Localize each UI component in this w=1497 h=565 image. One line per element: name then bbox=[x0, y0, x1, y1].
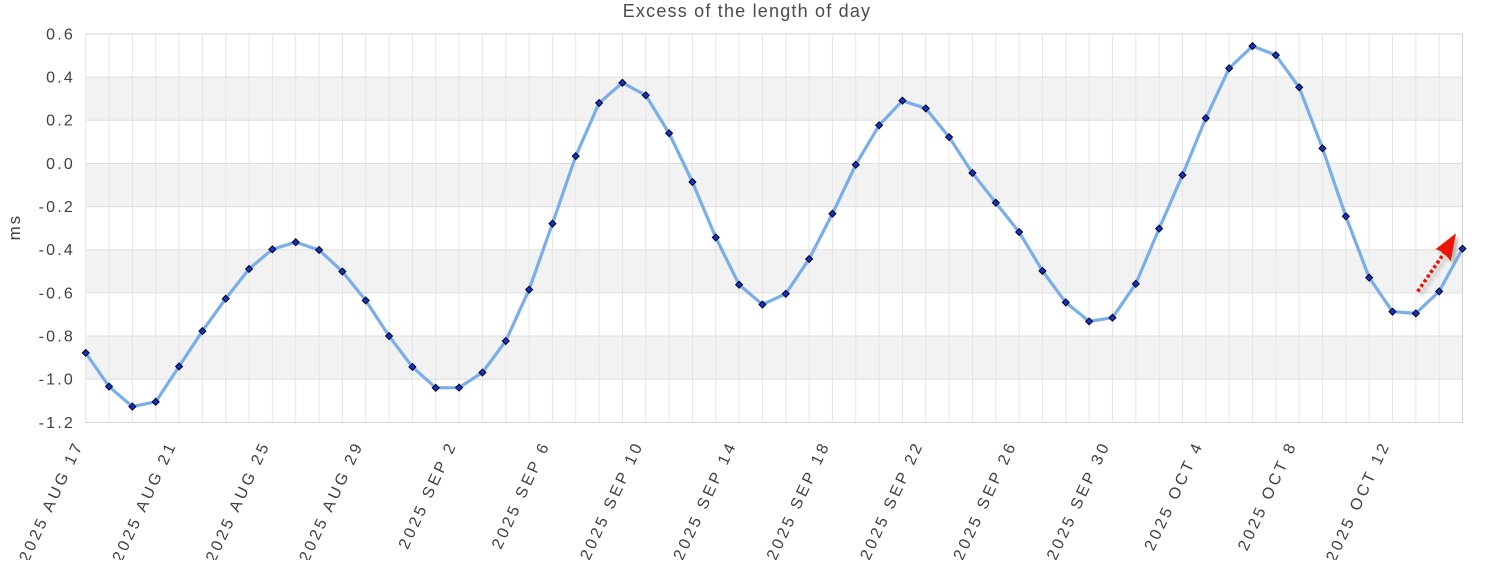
svg-text:-0.8: -0.8 bbox=[39, 329, 75, 346]
svg-text:-1.0: -1.0 bbox=[39, 372, 75, 389]
svg-text:0.0: 0.0 bbox=[46, 156, 75, 173]
svg-text:Excess of the length of day: Excess of the length of day bbox=[623, 1, 872, 21]
svg-text:0.2: 0.2 bbox=[46, 113, 75, 130]
svg-text:-0.2: -0.2 bbox=[39, 199, 75, 216]
svg-text:0.4: 0.4 bbox=[46, 70, 75, 87]
svg-text:ms: ms bbox=[5, 214, 24, 240]
svg-text:-0.4: -0.4 bbox=[39, 242, 75, 259]
svg-text:0.6: 0.6 bbox=[46, 26, 75, 43]
svg-text:-1.2: -1.2 bbox=[39, 415, 75, 432]
svg-text:-0.6: -0.6 bbox=[39, 285, 75, 302]
